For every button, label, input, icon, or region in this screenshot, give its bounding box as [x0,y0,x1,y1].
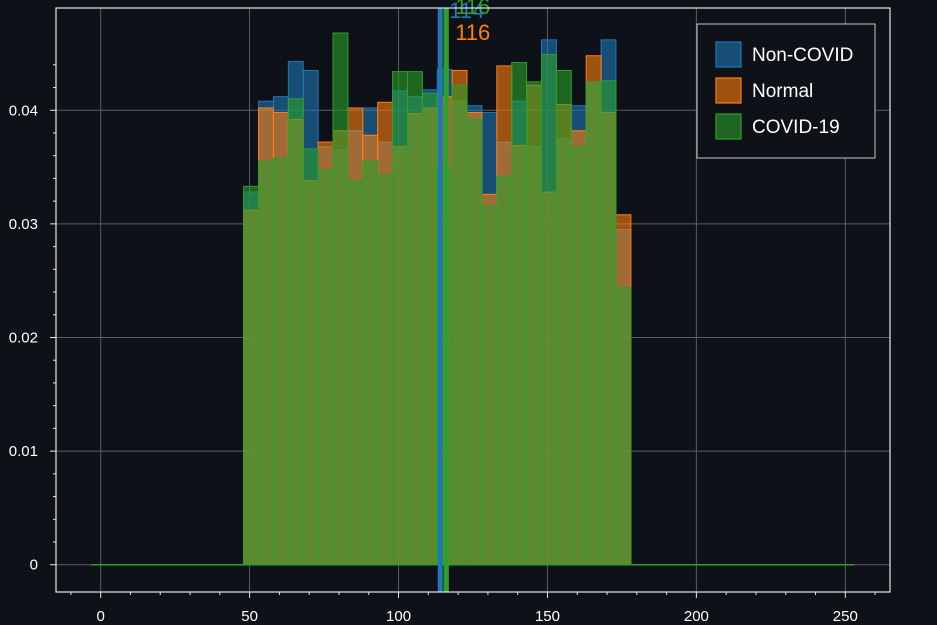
histogram-bar [347,180,364,566]
histogram-bar [466,118,483,566]
histogram-bar [243,185,260,566]
mean-marker-label: 114 [449,0,484,23]
y-tick-label: 0.03 [9,216,38,233]
histogram-bar [377,174,394,566]
histogram-bar [555,69,572,566]
histogram-bar [451,84,468,566]
legend: Non-COVID Normal COVID-19 [696,23,876,159]
histogram-bar [392,71,408,566]
histogram-bar [317,169,334,566]
histogram-bar [526,81,543,566]
x-tick-label: 200 [684,608,709,625]
histogram-bar [570,146,587,566]
plot-frame [55,7,891,593]
x-tick-label: 50 [241,608,258,625]
legend-label: COVID-19 [752,117,840,138]
legend-label: Non-COVID [752,45,853,66]
histogram-bar [496,175,513,566]
histogram-bar [406,71,423,566]
histogram-bars [243,32,632,566]
histogram-bar [541,54,557,566]
y-tick-label: 0.04 [9,102,38,119]
legend-swatch [715,77,742,104]
axis-ticks: 0 50 100 150 200 250 0 0.01 0.02 0.03 0.04 [9,64,876,625]
y-tick-label: 0 [30,557,38,574]
histogram-bar [511,62,528,566]
histogram-bar [481,205,498,566]
histogram-bar [302,148,319,566]
histogram-bar [362,159,379,566]
legend-swatch [715,41,742,68]
x-tick-label: 250 [833,608,858,625]
histogram-bar [332,32,349,566]
mean-marker-label: 116 [455,0,490,19]
histogram-bar [585,81,602,566]
x-tick-label: 0 [97,608,105,625]
x-tick-label: 150 [535,608,560,625]
histogram-bar [615,287,632,566]
histogram-bar [600,80,617,566]
histogram-bar [272,157,289,566]
x-tick-label: 100 [386,608,411,625]
y-tick-label: 0.02 [9,329,38,346]
histogram-bar [258,160,274,566]
mean-marker-label: 116 [455,20,490,45]
legend-swatch [715,113,742,140]
y-tick-label: 0.01 [9,443,38,460]
histogram-bar [287,98,304,566]
legend-label: Normal [752,81,813,102]
histogram-bar [421,92,438,566]
